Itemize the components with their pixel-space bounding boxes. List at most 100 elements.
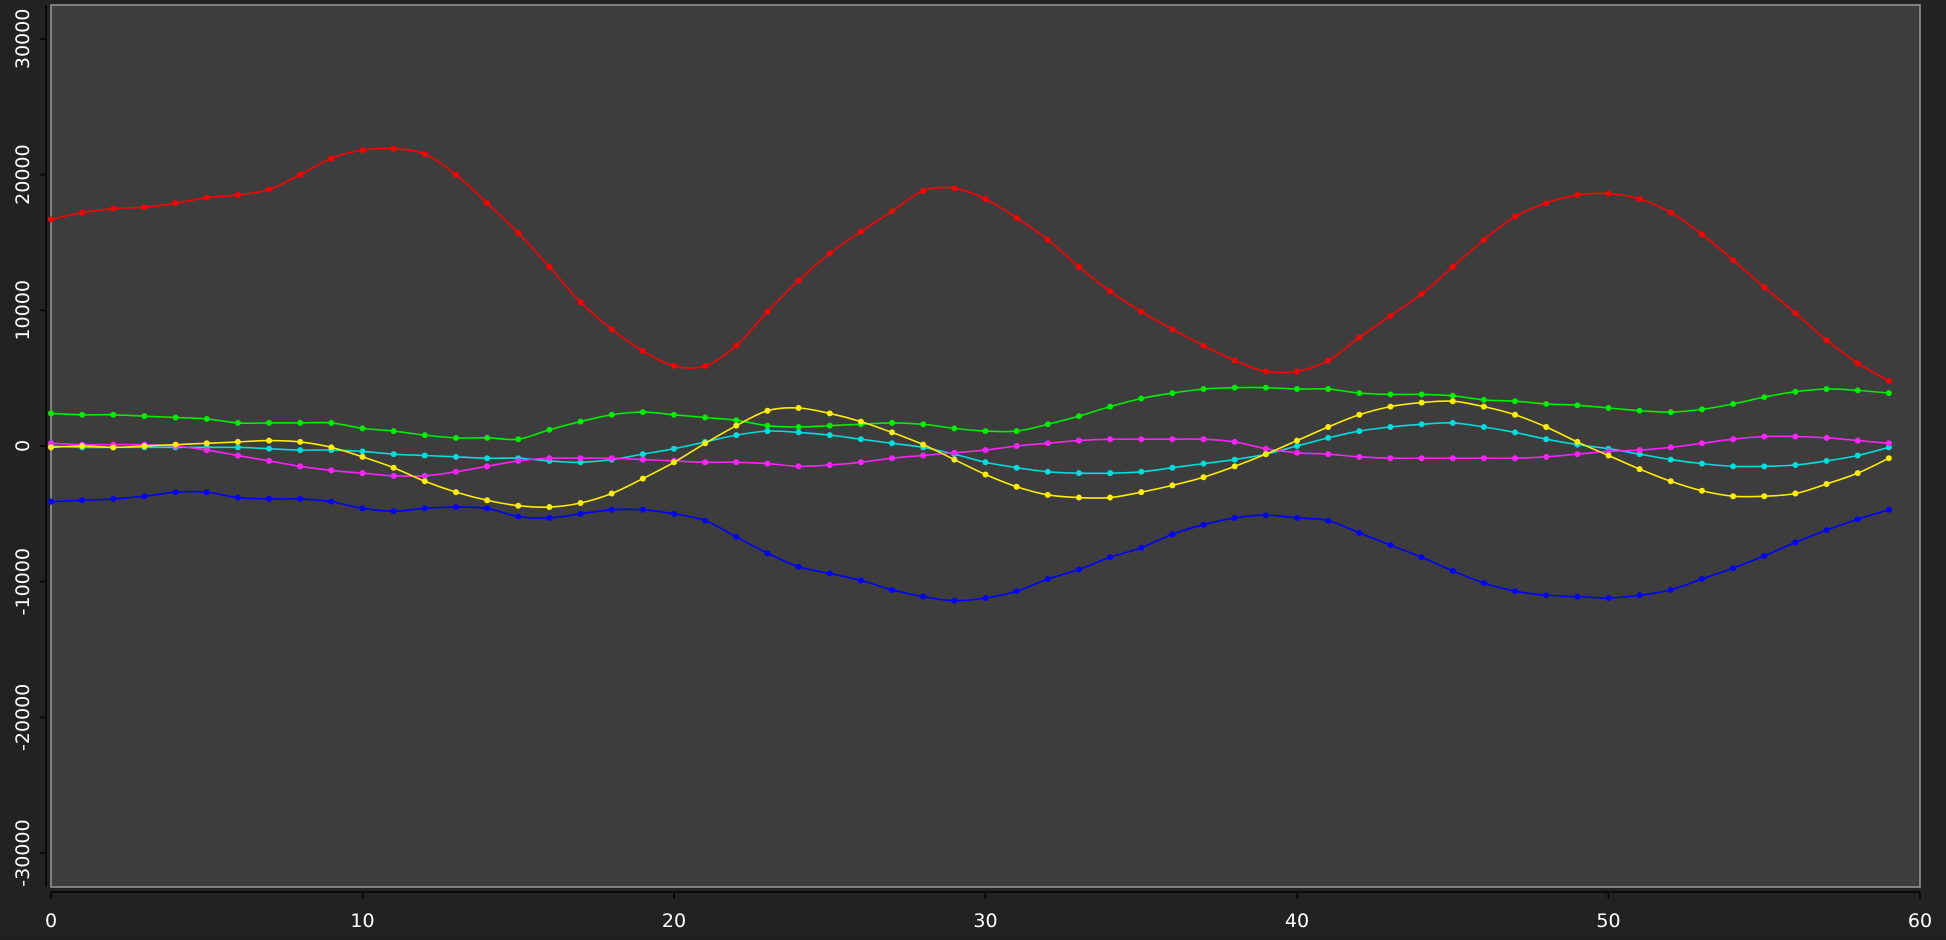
data-point bbox=[826, 462, 833, 468]
data-point bbox=[1200, 342, 1207, 349]
data-point bbox=[266, 437, 273, 444]
data-point bbox=[421, 478, 428, 485]
x-tick-label: 10 bbox=[350, 910, 374, 932]
data-point bbox=[702, 362, 709, 369]
data-point bbox=[764, 460, 771, 467]
data-point bbox=[328, 419, 335, 426]
data-point bbox=[484, 505, 491, 512]
data-point bbox=[1044, 491, 1051, 498]
data-point bbox=[1418, 421, 1425, 428]
data-point bbox=[795, 463, 802, 470]
data-point bbox=[1698, 487, 1705, 494]
data-point bbox=[1200, 521, 1207, 528]
data-point bbox=[1418, 399, 1425, 406]
data-point bbox=[733, 432, 740, 439]
data-point bbox=[671, 510, 677, 517]
data-point bbox=[1543, 424, 1550, 430]
x-tick-label: 20 bbox=[662, 910, 686, 932]
data-point bbox=[1294, 514, 1300, 521]
axes: 0 10 20 30 40 50 60 -30000 -20000 -10000 0 10000 200… bbox=[12, 9, 1932, 932]
data-point bbox=[857, 459, 864, 466]
data-point bbox=[1574, 191, 1581, 198]
data-point bbox=[1294, 449, 1300, 456]
data-point bbox=[671, 362, 677, 369]
data-point bbox=[172, 200, 179, 207]
data-point bbox=[920, 421, 927, 428]
data-point bbox=[110, 495, 117, 502]
data-point bbox=[515, 436, 522, 443]
data-point bbox=[764, 308, 771, 315]
data-point bbox=[702, 414, 709, 421]
data-point bbox=[1356, 390, 1363, 397]
data-point bbox=[1792, 433, 1799, 440]
data-point bbox=[297, 419, 304, 426]
x-tick-label: 40 bbox=[1285, 910, 1309, 932]
data-point bbox=[764, 422, 771, 429]
data-point bbox=[203, 489, 210, 496]
data-point bbox=[1387, 403, 1394, 410]
data-point bbox=[951, 449, 958, 456]
data-point bbox=[608, 506, 615, 513]
data-point bbox=[1325, 451, 1332, 458]
data-point bbox=[1013, 215, 1020, 222]
data-point bbox=[1231, 438, 1238, 445]
data-point bbox=[1698, 440, 1705, 447]
data-point bbox=[608, 326, 615, 333]
x-tick-label: 60 bbox=[1908, 910, 1932, 932]
data-point bbox=[1667, 456, 1674, 463]
data-point bbox=[702, 459, 709, 466]
data-point bbox=[1231, 384, 1238, 391]
data-point bbox=[1605, 594, 1612, 601]
data-point bbox=[1667, 444, 1674, 451]
data-point bbox=[390, 451, 397, 458]
data-point bbox=[1325, 517, 1332, 524]
data-point bbox=[1605, 405, 1612, 412]
data-point bbox=[1200, 460, 1207, 467]
data-point bbox=[1792, 388, 1799, 395]
data-point bbox=[1792, 310, 1799, 317]
data-point bbox=[1169, 464, 1176, 471]
data-point bbox=[141, 204, 148, 211]
data-point bbox=[608, 490, 615, 497]
series-6 bbox=[48, 489, 1892, 604]
data-point bbox=[266, 445, 273, 452]
data-point bbox=[1698, 460, 1705, 467]
data-point bbox=[1480, 396, 1487, 403]
data-point bbox=[1325, 424, 1332, 430]
data-point bbox=[702, 517, 709, 524]
data-point bbox=[1013, 483, 1020, 490]
data-point bbox=[546, 455, 553, 462]
data-point bbox=[1543, 436, 1550, 443]
data-point bbox=[1356, 334, 1363, 341]
data-point bbox=[1543, 453, 1550, 460]
data-point bbox=[857, 577, 864, 584]
data-point bbox=[1262, 384, 1269, 391]
data-point bbox=[1480, 580, 1487, 587]
y-tick-label: -10000 bbox=[12, 548, 34, 615]
data-point bbox=[203, 194, 210, 201]
data-point bbox=[546, 263, 553, 270]
data-point bbox=[1418, 554, 1425, 561]
y-tick-label: 10000 bbox=[12, 280, 34, 340]
data-point bbox=[1854, 360, 1861, 367]
data-point bbox=[359, 505, 366, 512]
data-point bbox=[452, 489, 459, 496]
data-point bbox=[1138, 395, 1145, 402]
data-point bbox=[1387, 542, 1394, 549]
data-point bbox=[297, 438, 304, 445]
data-point bbox=[297, 171, 304, 178]
data-point bbox=[608, 455, 615, 462]
data-point bbox=[48, 216, 54, 223]
data-point bbox=[1013, 428, 1020, 435]
data-point bbox=[1605, 452, 1612, 459]
data-point bbox=[1730, 463, 1737, 470]
data-point bbox=[1636, 447, 1643, 454]
data-point bbox=[1449, 455, 1456, 462]
data-point bbox=[1854, 516, 1861, 523]
data-point bbox=[1169, 390, 1176, 397]
data-point bbox=[141, 493, 148, 500]
data-point bbox=[266, 495, 273, 502]
data-point bbox=[795, 424, 802, 430]
data-point bbox=[1885, 455, 1892, 462]
